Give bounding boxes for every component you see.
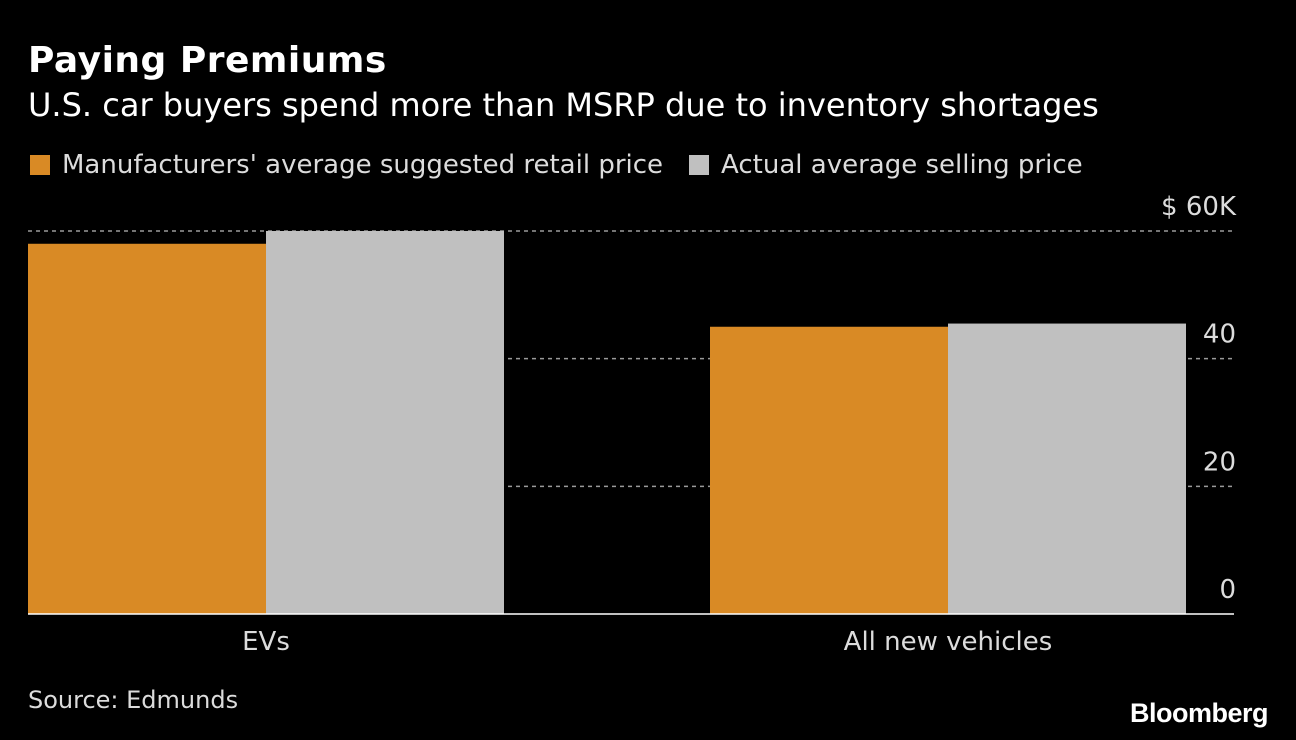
y-tick-label-60: $ 60K <box>1161 192 1237 222</box>
legend-label-actual: Actual average selling price <box>721 150 1083 180</box>
legend: Manufacturers' average suggested retail … <box>30 150 1109 180</box>
legend-swatch-actual <box>689 155 710 175</box>
legend-swatch-msrp <box>30 155 50 175</box>
x-tick-label-1: All new vehicles <box>844 627 1053 657</box>
chart-title: Paying Premiums <box>28 40 387 81</box>
chart-subtitle: U.S. car buyers spend more than MSRP due… <box>28 86 1099 124</box>
source-note: Source: Edmunds <box>28 686 239 714</box>
y-tick-label-0: 0 <box>1219 575 1236 605</box>
y-tick-label-40: 40 <box>1203 320 1236 350</box>
bar-0-0 <box>28 243 266 614</box>
x-tick-label-0: EVs <box>242 627 290 657</box>
bloomberg-logo: Bloomberg <box>1129 698 1269 728</box>
bar-1-0 <box>710 326 948 614</box>
legend-item-msrp: Manufacturers' average suggested retail … <box>30 150 663 180</box>
y-tick-label-20: 20 <box>1203 447 1236 477</box>
bar-1-1 <box>948 323 1186 614</box>
bar-0-1 <box>266 231 504 614</box>
legend-label-msrp: Manufacturers' average suggested retail … <box>62 150 664 180</box>
legend-item-actual: Actual average selling price <box>689 150 1083 180</box>
